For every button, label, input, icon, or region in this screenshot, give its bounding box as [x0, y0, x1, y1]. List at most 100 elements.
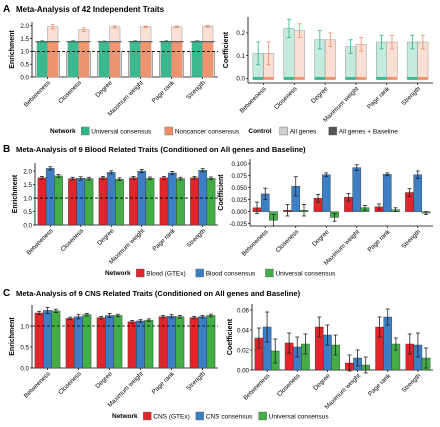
- bar: [167, 316, 176, 369]
- legend-label: Noncancer consensus: [175, 129, 240, 136]
- legend-swatch: [265, 268, 274, 278]
- bar-baseline-part: [78, 41, 90, 77]
- x-tick-label: Closeness: [57, 79, 83, 105]
- bar-baseline-part: [109, 41, 121, 77]
- y-axis-label: Coefficient: [218, 174, 225, 211]
- legend-label: Blood (GTEx): [146, 271, 185, 278]
- x-tick-label: Strength: [401, 372, 423, 394]
- bar: [206, 178, 216, 226]
- y-tick-label: 0.0: [236, 76, 245, 83]
- bar: [127, 321, 137, 369]
- legend-swatch: [195, 411, 205, 421]
- chart-b-coefficient: -0.025 0.000 0.025 0.050 0.075 0.100 Coefficie…: [218, 159, 433, 267]
- y-tick-label: 1.5: [20, 36, 29, 43]
- bar: [68, 178, 77, 226]
- x-tick-label: Closeness: [57, 370, 83, 396]
- bar-baseline-part: [47, 41, 59, 77]
- x-tick-label: Strength: [185, 370, 207, 392]
- panel-a-letter: A: [3, 4, 10, 15]
- bar: [136, 320, 145, 369]
- y-tick-label: 0.04: [237, 327, 250, 334]
- bar: [159, 177, 169, 226]
- chart-b-enrichment: 0.0 0.5 1.0 1.5 2.0 Enrichment Betweeness Close…: [12, 163, 218, 266]
- bar-baseline-part: [263, 76, 274, 80]
- y-tick-label: 1.0: [20, 323, 29, 330]
- bar-baseline-part: [36, 41, 48, 77]
- bar: [98, 177, 108, 226]
- y-tick-label: 0.0: [20, 365, 29, 372]
- bar: [43, 310, 52, 369]
- y-tick-label: 0.00: [237, 367, 250, 374]
- bar: [76, 178, 86, 226]
- legend-swatch: [279, 126, 288, 136]
- bar-baseline-part: [345, 76, 356, 80]
- x-tick-label: Closeness: [59, 227, 85, 253]
- legend-swatch: [328, 126, 337, 136]
- bar: [106, 172, 116, 226]
- y-axis-label: Coefficient: [227, 318, 234, 355]
- x-tick-label: Strength: [400, 228, 422, 250]
- bar: [190, 177, 199, 226]
- panel-c-title: Meta-Analysis of 9 CNS Related Traits (C…: [16, 289, 301, 298]
- y-tick-label: 0.06: [237, 307, 250, 314]
- bar: [84, 178, 94, 226]
- bar-baseline-part: [202, 41, 214, 77]
- y-tick-label: 2.0: [20, 23, 29, 30]
- bar: [189, 317, 199, 369]
- legend-swatch: [143, 411, 152, 421]
- x-tick-label: Closeness: [276, 372, 302, 398]
- x-tick-label: Page rank: [366, 228, 392, 254]
- y-tick-label: 0.000: [232, 209, 248, 216]
- bar-baseline-part: [386, 76, 398, 80]
- legend-label: Universal consensus: [269, 414, 330, 421]
- bar: [34, 312, 44, 369]
- bar-baseline-part: [191, 41, 203, 77]
- x-tick-label: Page rank: [367, 372, 393, 398]
- bar-baseline-part: [294, 76, 305, 80]
- x-tick-label: Betweeness: [23, 370, 52, 399]
- bar: [105, 315, 114, 369]
- panel-a-title: Meta-Analysis of 42 Independent Traits: [16, 5, 165, 14]
- legend-label: Blood consensus: [206, 271, 256, 278]
- legend-swatch: [195, 268, 204, 278]
- y-tick-label: 0.5: [23, 209, 32, 216]
- y-tick-label: 1.0: [23, 195, 32, 202]
- bar: [158, 316, 168, 369]
- legend-swatch: [136, 268, 145, 278]
- bar-baseline-part: [355, 76, 367, 80]
- bar: [74, 316, 83, 369]
- bar-baseline-part: [171, 41, 183, 77]
- bar: [321, 174, 331, 212]
- legend-swatch: [258, 411, 267, 421]
- x-tick-label: Page rank: [151, 79, 177, 105]
- legend-swatch: [164, 126, 174, 136]
- x-tick-label: Betweeness: [23, 79, 52, 108]
- bar-baseline-part: [140, 41, 152, 77]
- x-tick-label: Betweeness: [242, 372, 271, 401]
- bar-baseline-part: [129, 41, 141, 77]
- x-tick-label: Strength: [400, 85, 422, 107]
- bar: [37, 177, 47, 226]
- y-tick-label: 2.0: [23, 168, 32, 175]
- legend-title: Network: [50, 128, 76, 135]
- bar: [45, 168, 55, 226]
- legend-label: CNS consensus: [206, 414, 253, 421]
- bar: [206, 315, 216, 369]
- x-tick-label: Strength: [185, 227, 207, 249]
- bar-baseline-part: [376, 76, 387, 80]
- panel-b-title: Meta-Analysis of 9 Blood Related Traits …: [16, 145, 306, 154]
- bar: [96, 317, 106, 369]
- legend-title: Network: [105, 270, 131, 277]
- x-tick-label: Strength: [185, 79, 207, 101]
- bar: [54, 175, 63, 226]
- bar-baseline-part: [67, 41, 79, 77]
- bar-baseline-part: [314, 76, 326, 80]
- legend-title: Control: [248, 128, 271, 135]
- legend-c: Network CNS (GTEx) CNS consensus Universal …: [112, 411, 330, 421]
- legend-b: Network Blood (GTEx) Blood consensus Univer…: [105, 268, 336, 278]
- y-tick-label: -0.025: [229, 221, 247, 228]
- bar: [129, 177, 138, 226]
- legend-label: CNS (GTEx): [153, 414, 189, 421]
- bar: [167, 172, 177, 226]
